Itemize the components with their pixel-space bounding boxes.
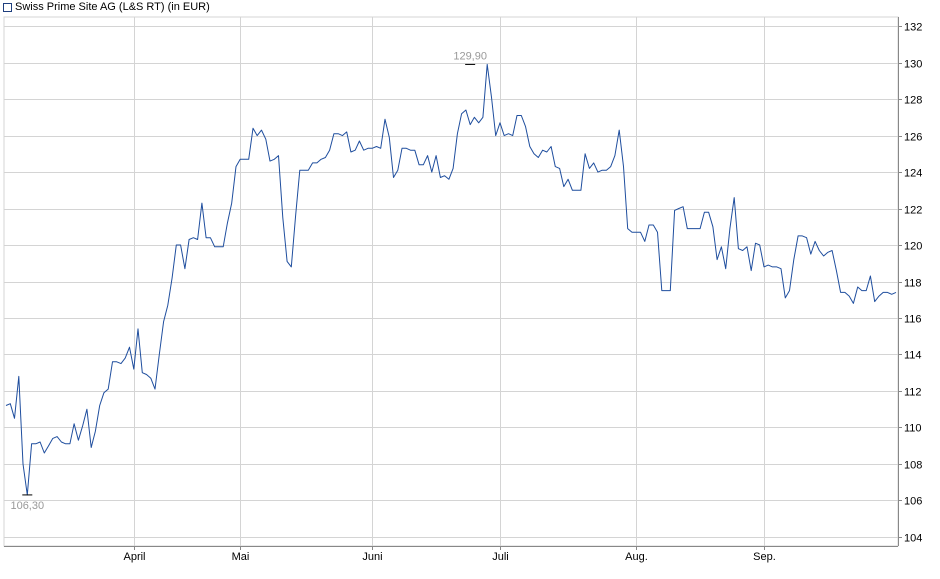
y-tick-label: 122	[904, 205, 922, 217]
y-tick-label: 130	[904, 59, 922, 71]
x-tick-label: April	[123, 551, 145, 563]
y-tick-label: 108	[904, 460, 922, 472]
legend-label: Swiss Prime Site AG (L&S RT) (in EUR)	[15, 1, 210, 13]
plot-frame	[3, 16, 899, 547]
y-tick-label: 124	[904, 168, 922, 180]
y-tick-label: 116	[904, 314, 922, 326]
price-series-line	[5, 63, 897, 496]
x-tick-label: Sep.	[753, 551, 776, 563]
axis-layer: 104 106 108 110 112 114 116 118 120 122 124 126 128 1…	[4, 17, 922, 563]
low-value-label: 106,30	[10, 500, 44, 512]
y-tick-label: 112	[904, 387, 922, 399]
x-tick-label: Juni	[362, 551, 382, 563]
high-value-label: 129,90	[453, 50, 487, 62]
y-tick-label: 106	[904, 496, 922, 508]
y-tick-label: 126	[904, 132, 922, 144]
grid-layer	[3, 16, 899, 547]
legend-swatch	[3, 2, 12, 12]
y-tick-label: 128	[904, 95, 922, 107]
x-tick-label: Aug.	[625, 551, 648, 563]
annotation-layer: 129,90 106,30	[10, 50, 487, 511]
y-tick-label: 104	[904, 533, 922, 545]
x-tick-label: Mai	[232, 551, 250, 563]
y-tick-label: 110	[904, 423, 922, 435]
chart-legend: Swiss Prime Site AG (L&S RT) (in EUR)	[3, 0, 210, 14]
series-layer	[5, 63, 897, 496]
x-tick-label: Juli	[492, 551, 509, 563]
y-tick-label: 118	[904, 278, 922, 290]
y-tick-label: 132	[904, 22, 922, 34]
y-tick-label: 120	[904, 241, 922, 253]
y-tick-label: 114	[904, 350, 922, 362]
